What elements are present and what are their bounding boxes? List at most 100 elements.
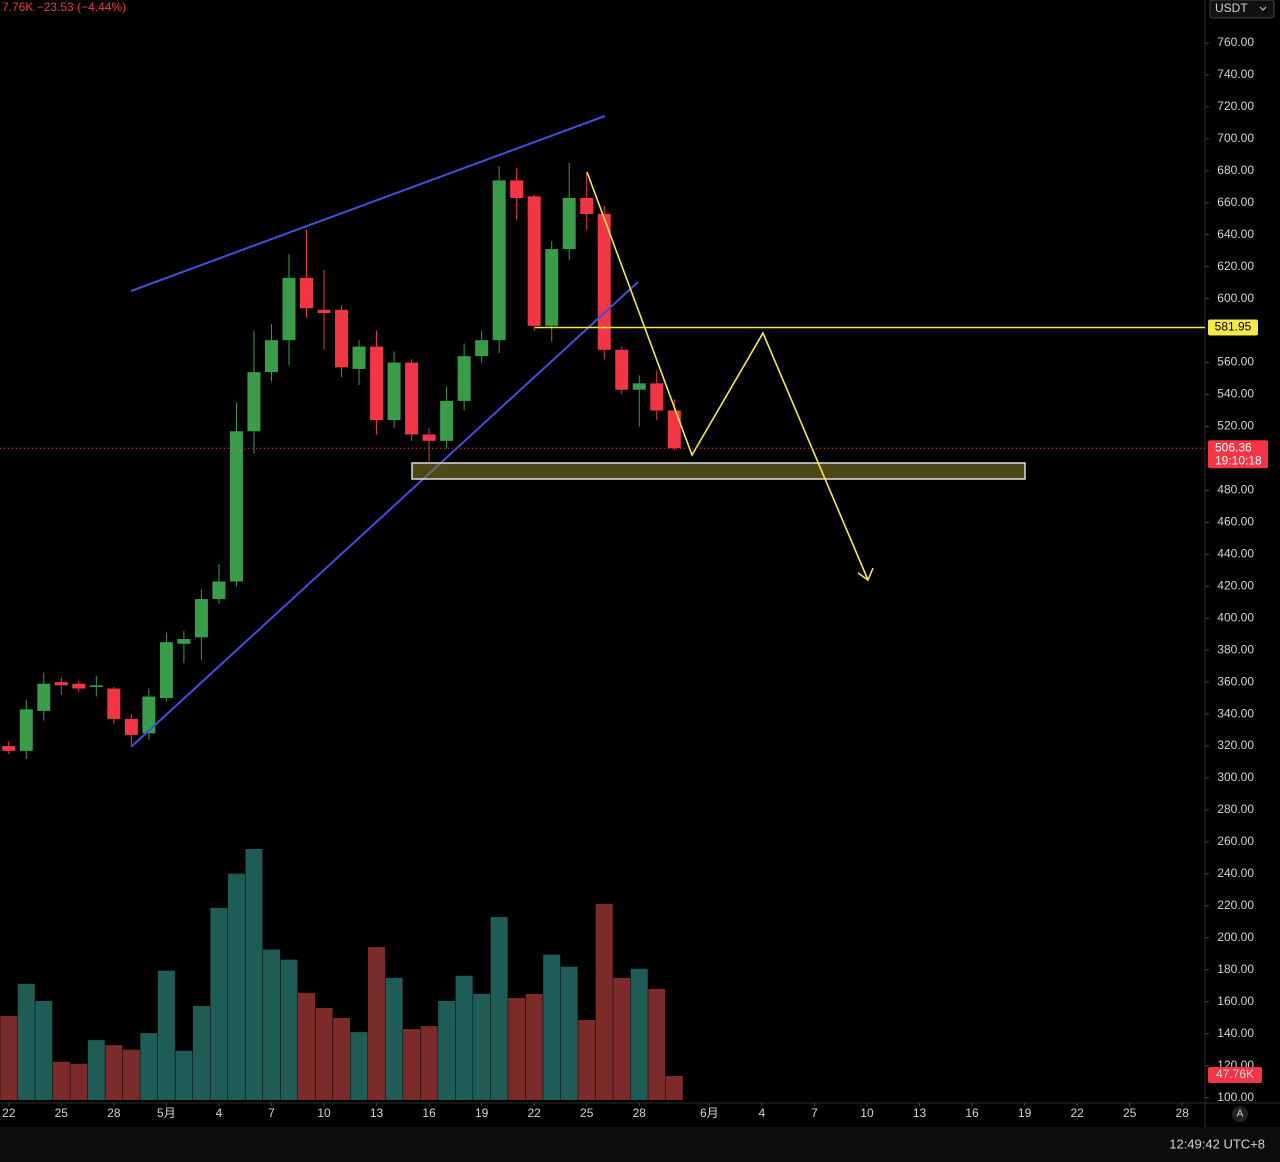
x-tick-label: 19 [1018, 1106, 1032, 1120]
volume-bar [560, 966, 578, 1100]
candle-body [54, 682, 68, 686]
y-tick-label: 440.00 [1217, 546, 1254, 560]
x-tick-label: 4 [216, 1106, 223, 1120]
volume-bar [122, 1049, 140, 1100]
volume-bar [578, 1020, 596, 1100]
volume-bar [105, 1045, 123, 1100]
y-tick-label: 400.00 [1217, 610, 1254, 624]
volume-bar [455, 975, 473, 1100]
x-tick-label: 25 [1123, 1106, 1137, 1120]
y-tick-label: 700.00 [1217, 131, 1254, 145]
y-tick-label: 620.00 [1217, 259, 1254, 273]
volume-bar [280, 959, 298, 1100]
volume-bar [630, 968, 648, 1100]
y-tick-label: 760.00 [1217, 35, 1254, 49]
candle-body [194, 599, 208, 638]
candle-body [37, 683, 51, 711]
price-change: 7.76K −23.53 (−4.44%) [2, 0, 126, 14]
volume-bar [665, 1075, 683, 1100]
bottom-bar [0, 1127, 1280, 1162]
support-zone[interactable] [411, 462, 1026, 480]
y-tick-label: 180.00 [1217, 962, 1254, 976]
y-tick-label: 360.00 [1217, 674, 1254, 688]
y-tick-label: 240.00 [1217, 866, 1254, 880]
x-tick-label: 22 [2, 1106, 16, 1120]
y-tick-label: 380.00 [1217, 642, 1254, 656]
auto-scale-button[interactable] [1232, 1106, 1248, 1122]
candle-body [282, 277, 296, 341]
currency-select[interactable] [1209, 0, 1275, 19]
clock: 12:49:42 UTC+8 [1169, 1136, 1265, 1151]
last-price-label: 506.36 [1215, 440, 1252, 454]
volume-bar [315, 1007, 333, 1100]
volume-bar [52, 1061, 70, 1100]
y-tick-label: 220.00 [1217, 898, 1254, 912]
volume-bar [227, 873, 245, 1100]
x-tick-label: 25 [55, 1106, 69, 1120]
candle-body [387, 362, 401, 421]
trendline[interactable] [130, 115, 606, 292]
projection-path[interactable] [586, 171, 869, 581]
y-tick-label: 140.00 [1217, 1026, 1254, 1040]
candle-body [562, 197, 576, 250]
chevron [1259, 6, 1267, 11]
volume-bar [648, 988, 666, 1100]
volume-bar [613, 977, 631, 1100]
x-tick-label: 10 [860, 1106, 874, 1120]
candle-body [492, 180, 506, 341]
volume-bar [298, 992, 316, 1100]
auto-scale-label: A [1237, 1109, 1244, 1120]
y-tick-label: 300.00 [1217, 770, 1254, 784]
volume-bar [0, 1015, 18, 1100]
volume-bar [595, 903, 613, 1100]
volume-bar [35, 1000, 53, 1100]
volume-bar [192, 1005, 210, 1100]
candle-body [124, 718, 138, 735]
y-tick-label: 560.00 [1217, 355, 1254, 369]
candle-body [650, 383, 664, 411]
candle-body [335, 309, 349, 368]
volume-label-box [1208, 1067, 1262, 1083]
volume-label: 47.76K [1216, 1067, 1254, 1081]
y-tick-label: 660.00 [1217, 195, 1254, 209]
candle-body [72, 683, 86, 689]
y-tick-label: 740.00 [1217, 67, 1254, 81]
volume-bar [140, 1033, 158, 1100]
x-tick-label: 4 [759, 1106, 766, 1120]
arrow-head [857, 567, 874, 582]
volume-bar [420, 1026, 438, 1100]
x-tick-label: 7 [268, 1106, 275, 1120]
candle-body [264, 340, 278, 373]
candle-body [317, 309, 331, 314]
candle-body [212, 581, 226, 600]
volume-bar [70, 1063, 88, 1100]
candle-body [545, 249, 559, 326]
candle-body [457, 356, 471, 401]
volume-bar [350, 1032, 368, 1100]
candle-body [615, 349, 629, 390]
candle-body [597, 213, 611, 350]
x-tick-label: 19 [475, 1106, 489, 1120]
candle-body [405, 362, 419, 435]
candle-body [475, 340, 489, 357]
x-tick-label: 10 [317, 1106, 331, 1120]
volume-bar [543, 954, 561, 1100]
y-tick-label: 280.00 [1217, 802, 1254, 816]
x-tick-label: 22 [528, 1106, 542, 1120]
volume-bar [490, 916, 508, 1100]
x-tick-label: 28 [633, 1106, 647, 1120]
volume-bar [473, 993, 491, 1100]
x-tick-label: 28 [1176, 1106, 1190, 1120]
candle-body [580, 197, 594, 214]
volume-bar [403, 1029, 421, 1100]
y-tick-label: 480.00 [1217, 483, 1254, 497]
candle-body [229, 431, 243, 582]
x-tick-label: 16 [422, 1106, 436, 1120]
candle-body [2, 746, 16, 751]
x-tick-label: 5月 [157, 1106, 176, 1120]
x-tick-label: 25 [580, 1106, 594, 1120]
trendline[interactable] [130, 281, 639, 748]
candle-body [107, 688, 121, 719]
candle-body [370, 346, 384, 421]
